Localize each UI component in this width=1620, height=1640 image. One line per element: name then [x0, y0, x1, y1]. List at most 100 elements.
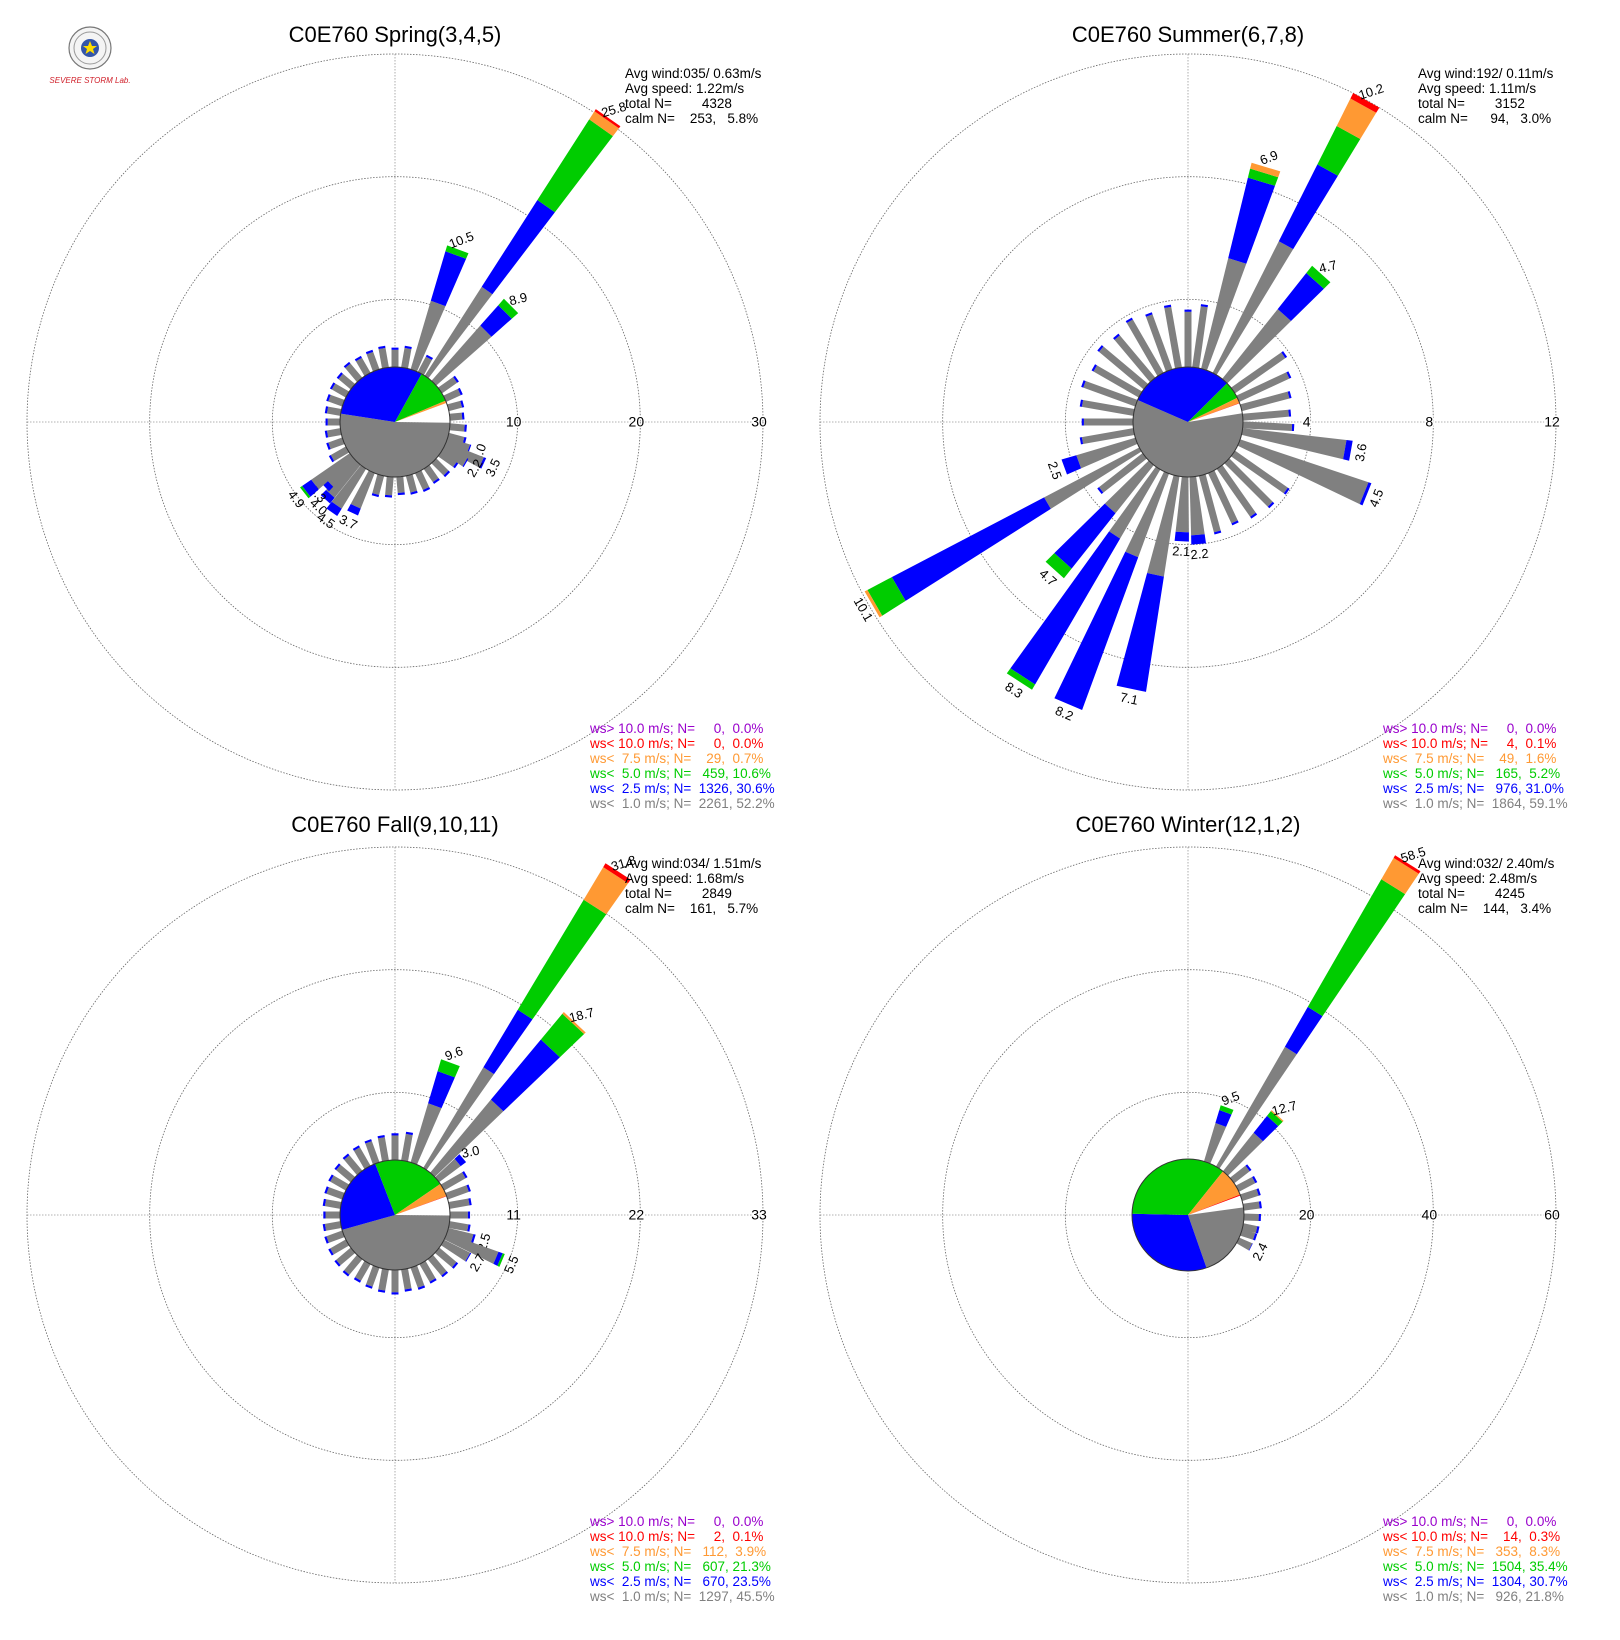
spoke-value-label: 9.6	[443, 1043, 465, 1063]
spoke-2-segment-1	[480, 305, 512, 337]
direction-bar-tip	[324, 1236, 329, 1244]
direction-bar-tip	[326, 394, 331, 402]
spoke-1-segment-1	[1228, 177, 1275, 264]
legend-entry: ws< 5.0 m/s; N= 1504, 35.4%	[1382, 1559, 1568, 1574]
direction-bar-tip	[1283, 487, 1290, 495]
spoke-11-segment-3	[864, 590, 883, 618]
direction-bar	[417, 356, 432, 376]
spoke-value-label: 9.5	[1219, 1088, 1241, 1108]
spoke-0-segment-4	[594, 109, 621, 129]
direction-bar	[1229, 1165, 1250, 1184]
legend-entry: ws< 5.0 m/s; N= 459, 10.6%	[589, 766, 771, 781]
pie-outline	[339, 1159, 451, 1271]
direction-bar	[1240, 1228, 1256, 1240]
direction-bar	[1224, 458, 1273, 507]
spoke-2-segment-0	[431, 325, 492, 386]
direction-bar-tip	[354, 355, 362, 362]
panel-title: C0E760 Spring(3,4,5)	[289, 22, 502, 47]
direction-bar	[1208, 470, 1238, 524]
spoke-1-segment-2	[1247, 168, 1279, 186]
spoke-3-segment-0	[1236, 1237, 1253, 1251]
stats-line: calm N= 161, 5.7%	[625, 901, 758, 916]
direction-bar	[438, 450, 458, 467]
range-ring	[1064, 1091, 1312, 1339]
direction-bar-tip	[343, 361, 351, 369]
direction-bar	[448, 1198, 470, 1209]
spoke-5-segment-0	[441, 446, 468, 467]
spoke-1-segment-1	[490, 1039, 560, 1112]
spoke-0-segment-3	[1336, 98, 1377, 139]
legend-entry: ws< 5.0 m/s; N= 607, 21.3%	[589, 1559, 771, 1574]
pie-slice-0	[1188, 403, 1243, 422]
direction-bar-tip	[365, 349, 374, 355]
pie-slice-0	[395, 403, 451, 423]
spoke-value-label: 4.7	[1317, 257, 1338, 276]
calm-pie	[1131, 1158, 1245, 1272]
direction-bar	[447, 432, 465, 444]
direction-bar-tip	[326, 442, 331, 450]
direction-bar-tip	[342, 1153, 350, 1160]
stats-line: total N= 2849	[625, 886, 732, 901]
spoke-6-segment-0	[1175, 476, 1189, 533]
pie-slice-3	[395, 373, 446, 422]
spoke-9-segment-0	[1109, 466, 1161, 539]
spoke-9-segment-2	[1006, 668, 1036, 690]
direction-bar	[427, 1254, 447, 1276]
direction-bar	[1083, 381, 1138, 407]
direction-bar	[324, 1199, 342, 1209]
pie-outline	[1132, 366, 1244, 478]
spoke-6-segment-0	[441, 1239, 471, 1262]
direction-bar	[401, 1268, 412, 1290]
direction-bar-tip	[336, 372, 343, 380]
direction-bar	[1145, 314, 1173, 372]
spoke-6-segment-1	[1174, 531, 1189, 542]
spoke-12-segment-1	[1061, 455, 1082, 475]
direction-bar	[396, 476, 405, 493]
legend-entry: ws< 10.0 m/s; N= 2, 0.1%	[589, 1529, 763, 1544]
legend-entry: ws< 7.5 m/s; N= 29, 0.7%	[589, 751, 763, 766]
direction-bar	[1242, 1223, 1258, 1233]
direction-bar	[1242, 421, 1293, 431]
spoke-value-label: 10.5	[447, 228, 476, 251]
lab-logo-text: SEVERE STORM Lab.	[49, 76, 130, 85]
range-ring	[1064, 298, 1312, 546]
spoke-10-segment-1	[1054, 503, 1116, 569]
spoke-6-segment-1	[465, 1252, 472, 1262]
direction-bar	[336, 1164, 356, 1183]
direction-bar	[338, 373, 356, 390]
direction-bar	[1126, 319, 1164, 377]
spoke-6-segment-0	[350, 470, 375, 509]
pie-slice-4	[395, 400, 447, 422]
legend-entry: ws> 10.0 m/s; N= 0, 0.0%	[1382, 1514, 1556, 1529]
stats-line: Avg wind:034/ 1.51m/s	[625, 856, 762, 871]
direction-bar	[448, 1221, 469, 1232]
direction-bar	[1099, 453, 1147, 493]
spoke-value-label: 2.5	[1045, 459, 1065, 481]
spoke-1-segment-1	[430, 251, 467, 307]
direction-bar	[331, 383, 350, 398]
spoke-11-segment-2	[867, 577, 906, 616]
pie-slice-2	[339, 1163, 395, 1230]
direction-bar-tip	[328, 455, 335, 463]
ring-label: 30	[751, 413, 767, 429]
direction-bar-tip	[1213, 530, 1222, 535]
pie-slice-1	[1188, 1207, 1245, 1268]
direction-bar	[1243, 1213, 1259, 1221]
panel-title: C0E760 Fall(9,10,11)	[291, 812, 499, 837]
direction-bar	[365, 1141, 380, 1165]
stats-line: Avg wind:032/ 2.40m/s	[1418, 856, 1555, 871]
spoke-value-label: 4.5	[1366, 487, 1387, 509]
windrose-panel-4: 20 40 60 58.5 9.5 12.7 2.4 C0E760 Winter(12,1,2…	[819, 812, 1568, 1604]
direction-bar-tip	[1287, 391, 1292, 399]
spoke-7-segment-0	[1147, 475, 1180, 577]
legend-entry: ws< 5.0 m/s; N= 165, 5.2%	[1382, 766, 1560, 781]
spoke-1-segment-0	[1204, 1123, 1227, 1164]
range-ring	[942, 969, 1434, 1461]
direction-bar-tip	[352, 1145, 360, 1151]
direction-bar	[366, 351, 380, 372]
ring-label: 22	[629, 1206, 645, 1222]
direction-bar	[353, 1147, 371, 1170]
stats-line: Avg speed: 1.11m/s	[1418, 81, 1536, 96]
direction-bar	[440, 1172, 466, 1191]
spoke-7-segment-1	[1116, 573, 1164, 692]
